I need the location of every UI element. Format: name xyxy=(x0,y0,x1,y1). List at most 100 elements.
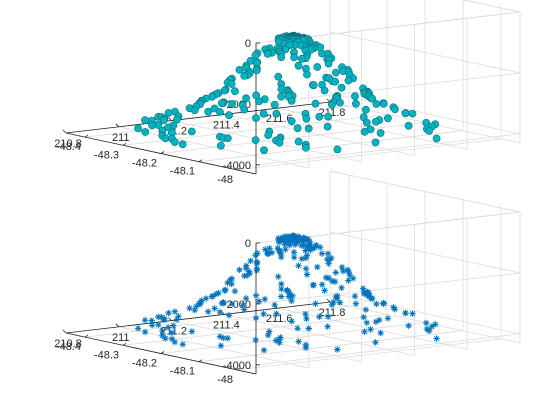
data-point xyxy=(352,300,360,307)
data-point xyxy=(241,272,248,280)
data-point xyxy=(242,94,250,103)
data-point xyxy=(275,138,284,147)
data-point xyxy=(270,101,279,109)
data-point xyxy=(360,313,367,321)
data-point xyxy=(332,269,339,276)
data-point xyxy=(161,134,170,143)
floor-grid-line xyxy=(171,120,362,162)
x-tick-label: -48.2 xyxy=(132,358,157,370)
data-point xyxy=(337,83,346,92)
data-point xyxy=(404,121,413,130)
data-point xyxy=(377,329,384,337)
z-tick-label: -4000 xyxy=(223,360,251,372)
data-point xyxy=(402,309,409,317)
data-point xyxy=(327,100,336,109)
data-point xyxy=(285,293,293,300)
data-point xyxy=(295,338,302,345)
data-point xyxy=(351,92,359,101)
data-point xyxy=(376,129,385,137)
data-point xyxy=(253,259,260,267)
wall-grid-line xyxy=(329,231,521,274)
data-point xyxy=(228,280,235,288)
data-point xyxy=(315,112,324,121)
data-point xyxy=(255,298,263,305)
data-point xyxy=(336,98,344,107)
data-point xyxy=(303,315,310,322)
data-point xyxy=(160,316,167,324)
data-point xyxy=(288,318,295,325)
data-point xyxy=(363,319,371,326)
data-point xyxy=(324,59,333,68)
data-point xyxy=(291,241,299,248)
data-point xyxy=(252,336,259,344)
data-point xyxy=(277,53,286,62)
data-point xyxy=(373,300,380,308)
data-point xyxy=(277,92,286,101)
box-edge xyxy=(462,0,521,13)
data-point xyxy=(302,265,310,272)
data-point xyxy=(281,240,288,248)
x-tick xyxy=(84,334,89,338)
y-tick-label: 211.4 xyxy=(213,119,240,131)
data-point xyxy=(272,337,280,344)
floor-grid-line xyxy=(198,330,464,363)
data-point xyxy=(425,126,433,135)
data-point xyxy=(325,260,332,267)
data-point xyxy=(247,257,254,265)
x-tick xyxy=(236,167,241,171)
data-point xyxy=(372,100,381,108)
data-point xyxy=(320,86,329,95)
data-point xyxy=(314,263,321,271)
top-3d-scatter-plot[interactable]: 0-2000-4000-48-48.1-48.2-48.3-48.4210.82… xyxy=(54,0,521,186)
data-point xyxy=(331,68,340,77)
data-point xyxy=(171,338,178,346)
data-point xyxy=(290,53,299,62)
data-point xyxy=(368,94,377,103)
data-point xyxy=(252,252,259,259)
data-point xyxy=(344,76,353,85)
y-tick xyxy=(168,117,172,121)
z-tick-label: 0 xyxy=(245,238,251,250)
data-point xyxy=(148,317,155,324)
floor-grid-line xyxy=(171,320,362,362)
y-tick-label: 211.4 xyxy=(213,319,240,331)
data-point xyxy=(170,138,179,146)
data-point xyxy=(187,127,196,136)
data-point xyxy=(313,63,322,71)
data-point xyxy=(316,313,323,320)
x-tick-label: -48.3 xyxy=(94,349,119,361)
x-tick xyxy=(84,134,89,138)
data-point xyxy=(252,114,260,122)
data-point xyxy=(290,254,298,261)
data-point xyxy=(425,327,433,335)
y-tick xyxy=(115,323,120,328)
data-point xyxy=(401,109,410,118)
data-point xyxy=(390,105,399,114)
y-tick-label: 211.8 xyxy=(319,307,346,319)
data-point xyxy=(224,335,231,342)
wall-grid-line xyxy=(255,72,521,105)
data-point xyxy=(345,277,352,284)
y-tick-label: 210.8 xyxy=(54,338,82,350)
data-point xyxy=(173,316,181,323)
data-point xyxy=(188,328,196,335)
wall-grid-line xyxy=(255,272,521,305)
data-point xyxy=(336,299,344,306)
data-point xyxy=(164,109,173,117)
data-point xyxy=(362,306,370,313)
data-point xyxy=(293,124,302,133)
data-point xyxy=(408,109,417,118)
bottom-3d-scatter-plot[interactable]: 0-2000-4000-48-48.1-48.2-48.3-48.4210.82… xyxy=(54,170,521,386)
data-point xyxy=(216,141,225,150)
data-point xyxy=(379,99,388,108)
data-point xyxy=(318,250,326,257)
data-point xyxy=(260,310,267,318)
z-tick-label: -4000 xyxy=(223,160,251,172)
data-point xyxy=(253,267,260,274)
data-point xyxy=(272,109,281,118)
data-point xyxy=(323,122,332,131)
x-tick-label: -48 xyxy=(217,174,233,186)
data-point xyxy=(141,317,149,324)
y-axis-line xyxy=(65,301,331,334)
y-tick xyxy=(62,329,67,334)
